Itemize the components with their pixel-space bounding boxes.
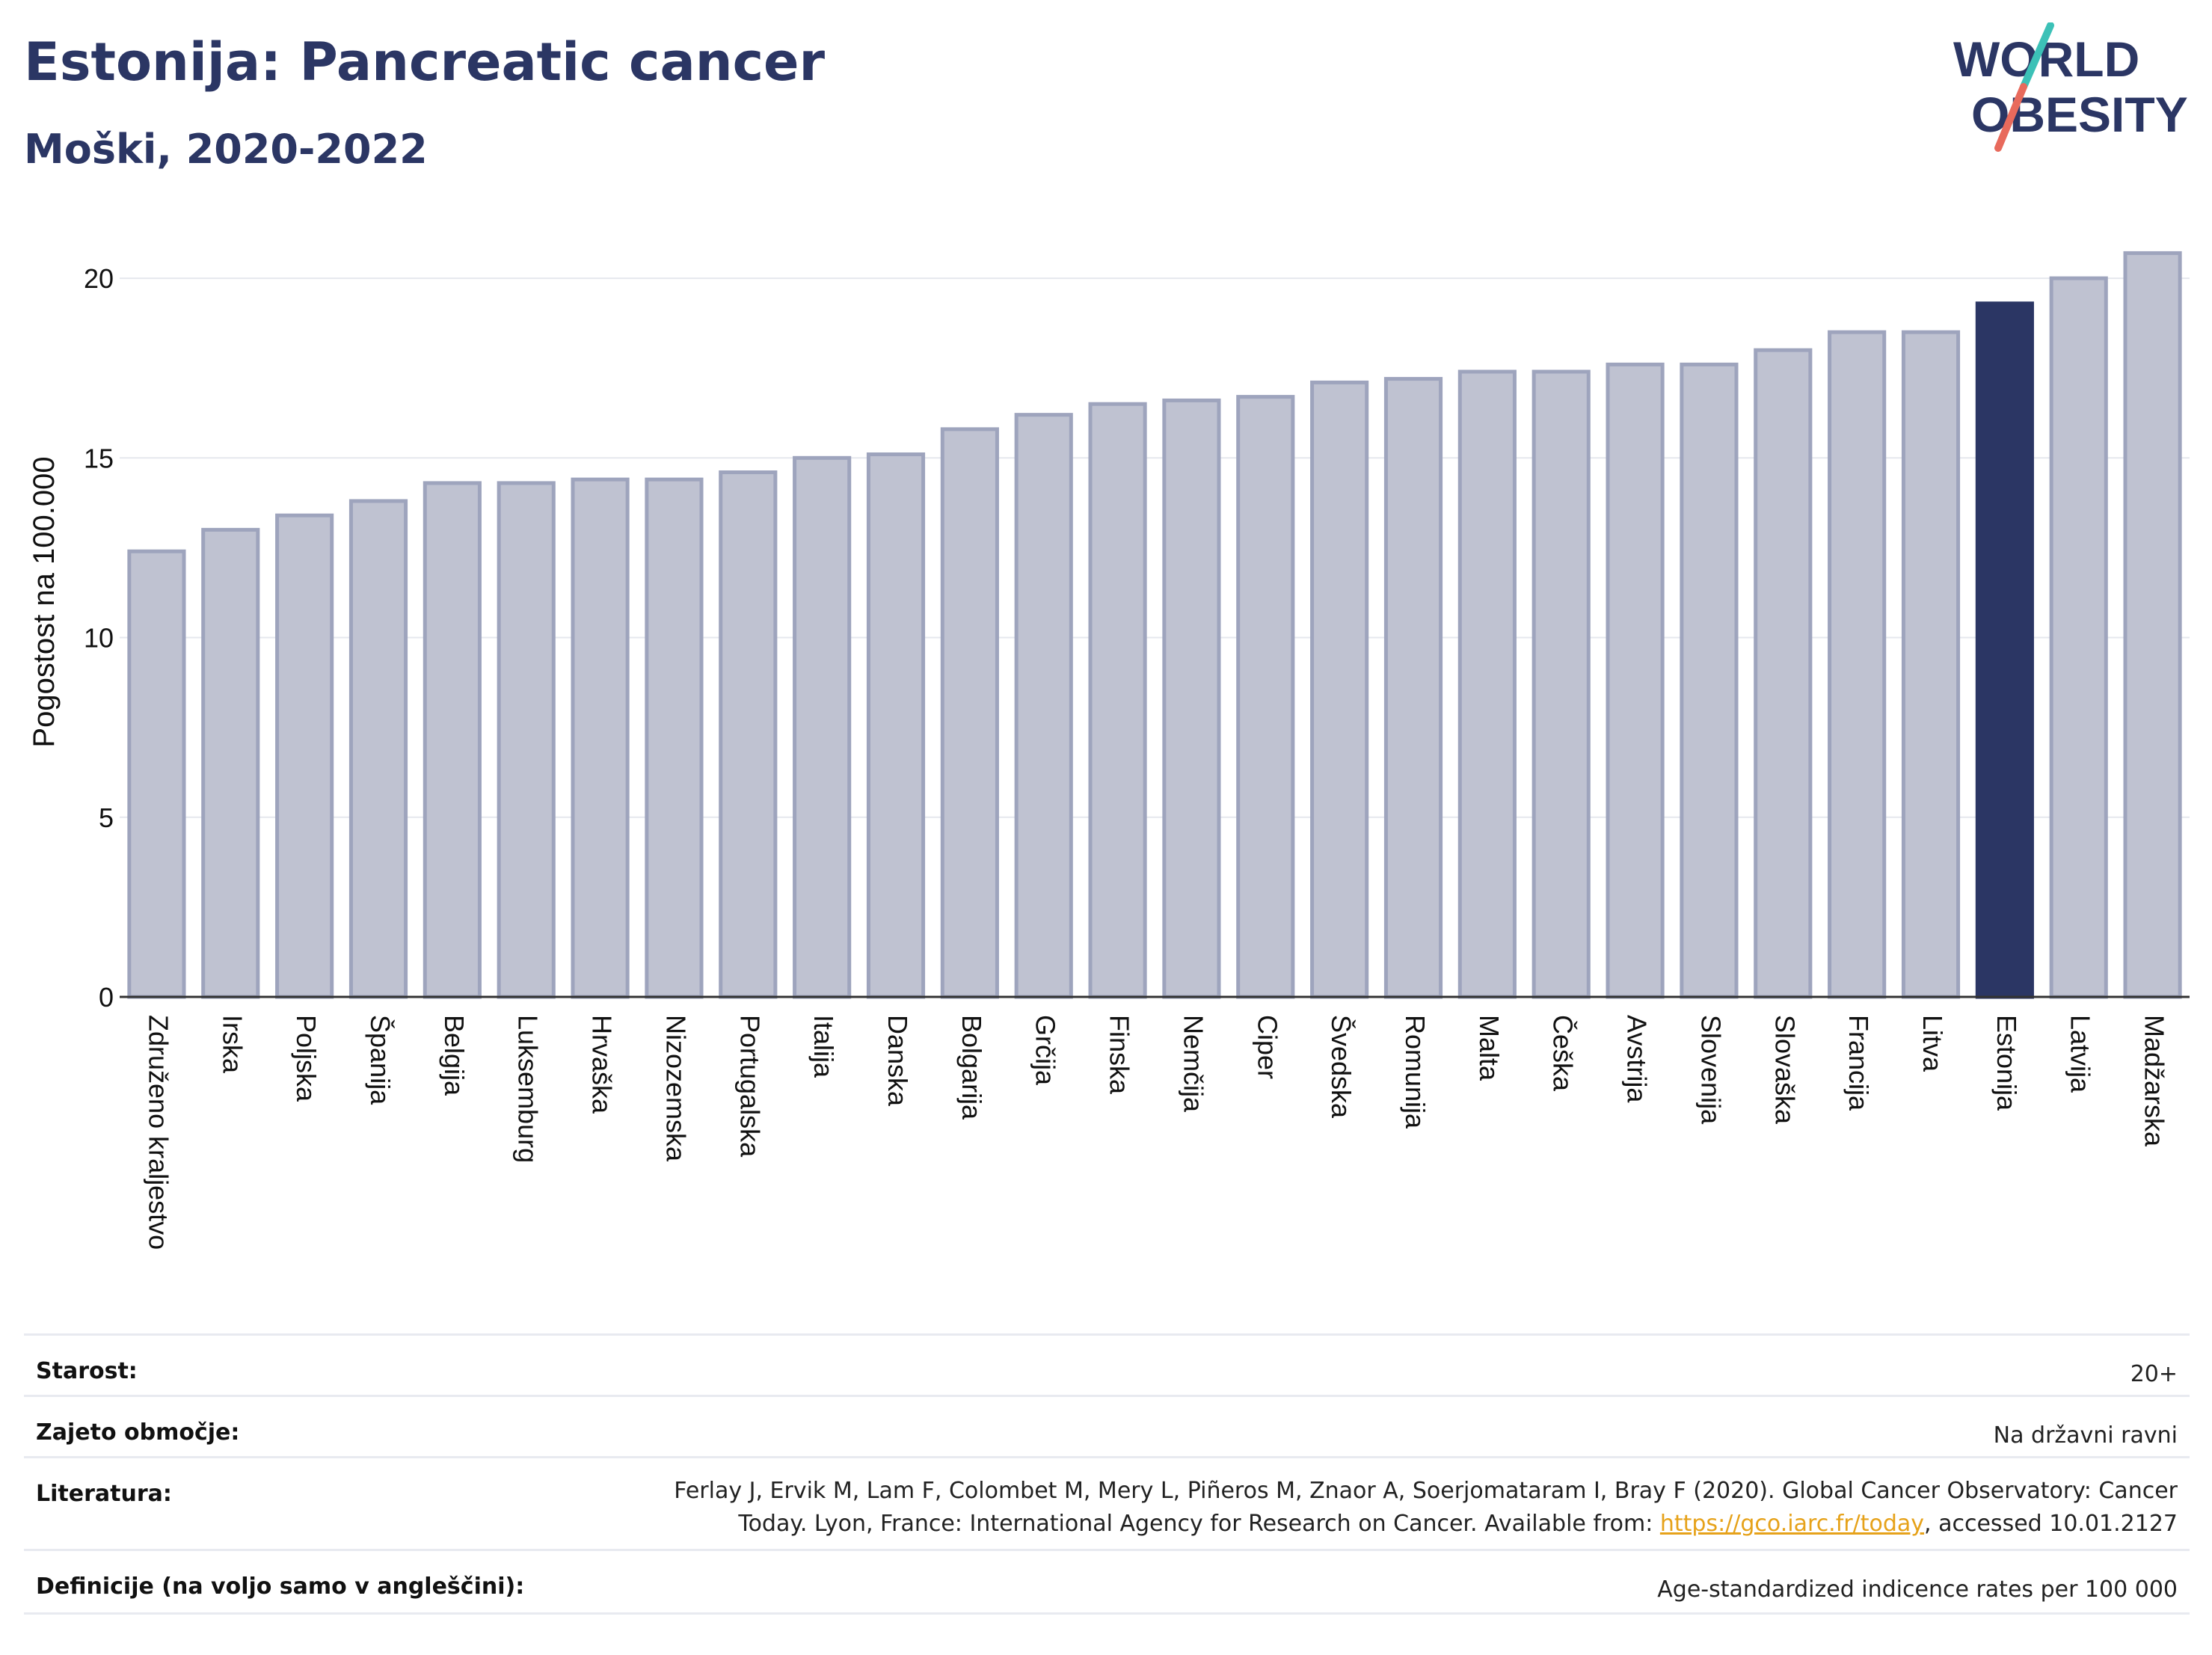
x-tick-label: Portugalska bbox=[734, 1015, 765, 1158]
definitions-label: Definicije (na voljo samo v angleščini): bbox=[36, 1573, 525, 1600]
page-title: Estonija: Pancreatic cancer bbox=[24, 31, 826, 93]
bar-estonija bbox=[1975, 301, 2034, 999]
x-tick-label: Danska bbox=[882, 1015, 913, 1107]
x-tick-label: Slovaška bbox=[1769, 1015, 1800, 1125]
y-tick-label: 10 bbox=[84, 623, 114, 654]
y-tick-label: 0 bbox=[99, 982, 114, 1013]
x-tick-label: Bolgarija bbox=[956, 1015, 987, 1120]
coverage-value: Na državni ravni bbox=[1993, 1422, 2178, 1449]
y-tick-label: 20 bbox=[84, 263, 114, 294]
info-row-literature: Literatura: Ferlay J, Ervik M, Lam F, Co… bbox=[24, 1456, 2190, 1551]
bar-irska bbox=[201, 527, 260, 999]
bar-združeno-kraljestvo bbox=[127, 549, 186, 999]
y-tick-label: 15 bbox=[84, 443, 114, 473]
bar-španija bbox=[348, 499, 408, 999]
bar-romunija bbox=[1383, 377, 1443, 999]
bar-francija bbox=[1828, 330, 1887, 999]
x-tick-label: Češka bbox=[1548, 1015, 1579, 1092]
x-tick-label: Slovenija bbox=[1695, 1015, 1726, 1125]
world-obesity-logo: WORLD OBESITY bbox=[1952, 22, 2199, 157]
x-tick-label: Romunija bbox=[1400, 1015, 1431, 1129]
bar-danska bbox=[866, 452, 926, 999]
bars bbox=[127, 251, 2182, 999]
literature-link[interactable]: https://gco.iarc.fr/today bbox=[1659, 1511, 1925, 1537]
page-subtitle: Moški, 2020-2022 bbox=[24, 126, 428, 173]
bar-ciper bbox=[1236, 395, 1295, 999]
x-tick-label: Finska bbox=[1105, 1015, 1135, 1095]
x-tick-label: Ciper bbox=[1252, 1015, 1282, 1079]
x-tick-label: Italija bbox=[808, 1015, 839, 1078]
bar-bolgarija bbox=[940, 427, 999, 999]
x-tick-label: Latvija bbox=[2065, 1015, 2096, 1093]
bar-malta bbox=[1457, 369, 1517, 999]
coverage-label: Zajeto območje: bbox=[36, 1419, 240, 1446]
bar-litva bbox=[1901, 330, 1961, 999]
info-row-coverage: Zajeto območje: Na državni ravni bbox=[24, 1395, 2190, 1458]
x-tick-label: Estonija bbox=[1991, 1015, 2022, 1111]
age-value: 20+ bbox=[2130, 1361, 2178, 1387]
bar-grčija bbox=[1014, 413, 1073, 999]
bar-luksemburg bbox=[497, 481, 556, 999]
bar-poljska bbox=[275, 513, 334, 999]
bar-belgija bbox=[423, 481, 482, 999]
literature-line2-pre: Today. Lyon, France: International Agenc… bbox=[738, 1511, 1660, 1537]
bar-finska bbox=[1088, 402, 1147, 999]
literature-line2-post: , accessed 10.01.2127 bbox=[1924, 1511, 2178, 1537]
literature-line2: Today. Lyon, France: International Agenc… bbox=[674, 1508, 2178, 1541]
x-tick-label: Nizozemska bbox=[660, 1015, 691, 1162]
bar-nemčija bbox=[1162, 398, 1221, 999]
bar-slovenija bbox=[1680, 362, 1739, 999]
definitions-value: Age-standardized indicence rates per 100… bbox=[1657, 1576, 2178, 1603]
info-table: Starost: 20+ Zajeto območje: Na državni … bbox=[24, 1333, 2190, 1618]
info-row-definitions: Definicije (na voljo samo v angleščini):… bbox=[24, 1549, 2190, 1615]
bar-latvija bbox=[2049, 276, 2108, 999]
x-tick-label: Litva bbox=[1917, 1015, 1948, 1072]
bar-avstrija bbox=[1606, 362, 1665, 999]
x-tick-label: Združeno kraljestvo bbox=[143, 1015, 173, 1250]
bar-portugalska bbox=[719, 470, 778, 999]
literature-line1: Ferlay J, Ervik M, Lam F, Colombet M, Me… bbox=[674, 1478, 2178, 1504]
x-tick-label: Švedska bbox=[1326, 1015, 1357, 1119]
info-row-age: Starost: 20+ bbox=[24, 1333, 2190, 1397]
bar-nizozemska bbox=[645, 477, 704, 999]
x-tick-label: Poljska bbox=[291, 1015, 322, 1102]
bar-italija bbox=[793, 455, 852, 999]
x-tick-label: Luksemburg bbox=[513, 1015, 544, 1163]
bar-chart: 0 5 10 15 20 Združeno kraljestvo Irska Poljska Š… bbox=[28, 251, 2190, 1250]
age-label: Starost: bbox=[36, 1358, 138, 1384]
literature-value: Ferlay J, Ervik M, Lam F, Colombet M, Me… bbox=[674, 1475, 2178, 1541]
bar-hrvaška bbox=[571, 477, 630, 999]
bar-madžarska bbox=[2123, 251, 2182, 999]
x-tick-label: Irska bbox=[217, 1015, 248, 1074]
x-tick-label: Grčija bbox=[1030, 1015, 1061, 1086]
bar-švedska bbox=[1310, 380, 1369, 999]
x-tick-label: Malta bbox=[1474, 1015, 1505, 1081]
axes: 0 5 10 15 20 Združeno kraljestvo Irska Poljska Š… bbox=[84, 263, 2190, 1250]
x-tick-label: Hrvaška bbox=[587, 1015, 618, 1114]
y-tick-label: 5 bbox=[99, 802, 114, 833]
x-tick-label: Francija bbox=[1843, 1015, 1874, 1111]
x-tick-label: Avstrija bbox=[1622, 1015, 1653, 1103]
x-tick-label: Madžarska bbox=[2139, 1015, 2170, 1147]
bar-slovaška bbox=[1754, 348, 1813, 999]
bar-češka bbox=[1531, 369, 1591, 999]
x-tick-label: Španija bbox=[365, 1015, 396, 1105]
x-tick-label: Belgija bbox=[439, 1015, 470, 1096]
literature-label: Literatura: bbox=[36, 1481, 172, 1507]
y-axis-label: Pogostost na 100.000 bbox=[28, 456, 61, 747]
x-tick-label: Nemčija bbox=[1178, 1015, 1208, 1113]
